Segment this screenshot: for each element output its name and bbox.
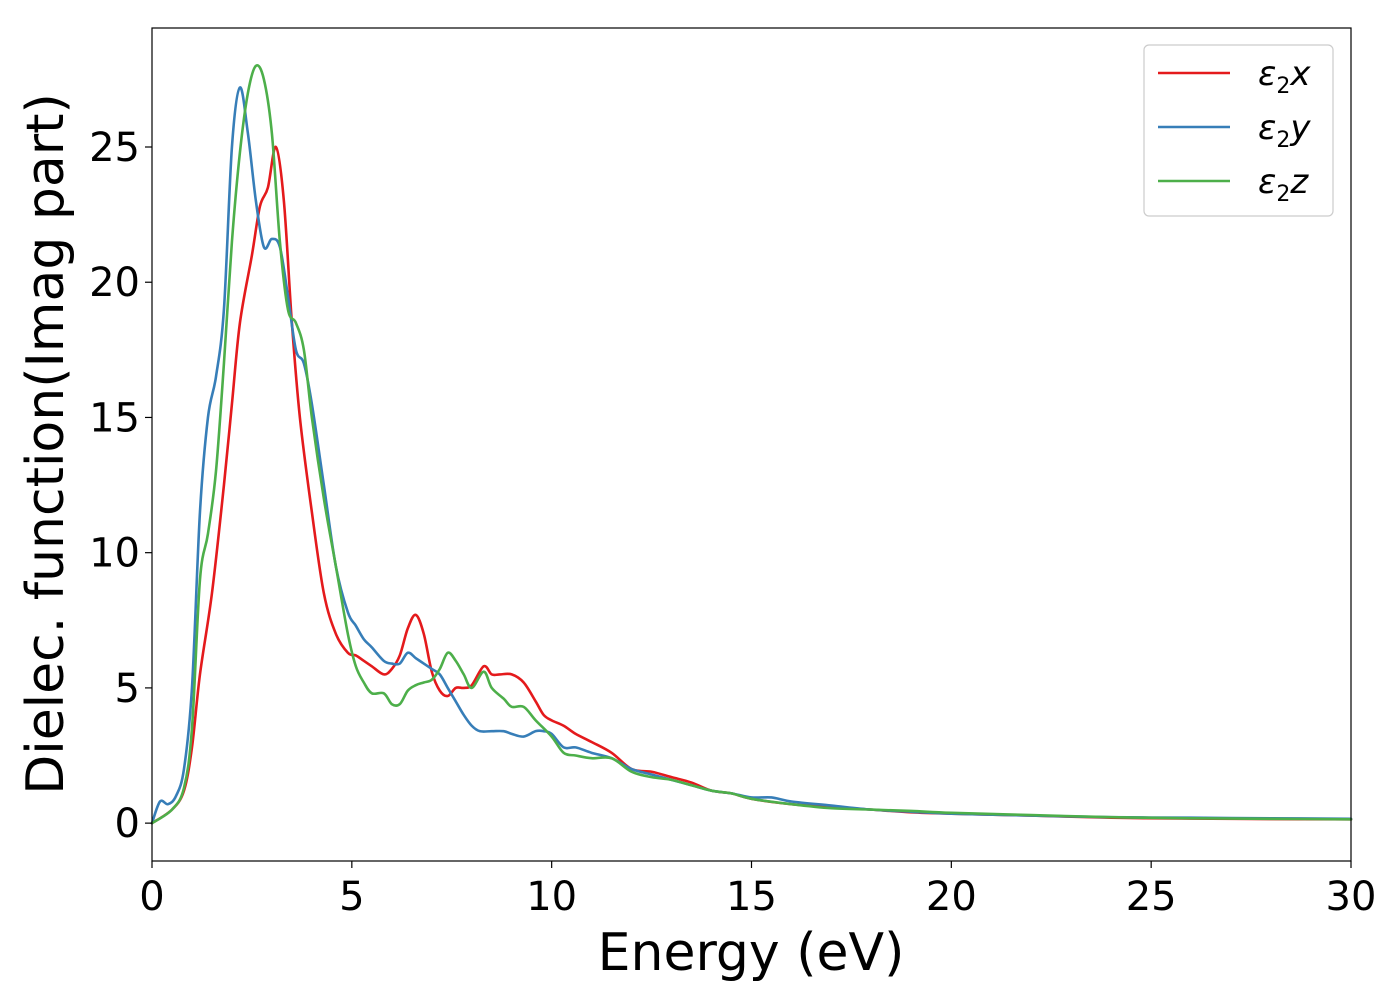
y-axis-ticks: 0 5 10 15 20 25 xyxy=(89,125,152,847)
y-tick-label: 10 xyxy=(89,531,140,577)
x-tick-label: 25 xyxy=(1126,874,1177,920)
legend-frame xyxy=(1143,44,1334,217)
y-tick-label: 20 xyxy=(89,260,140,306)
x-tick-label: 15 xyxy=(726,874,777,920)
legend: ε2x ε2y ε2z xyxy=(1143,44,1334,217)
x-axis-ticks: 0 5 10 15 20 25 30 xyxy=(139,861,1376,920)
y-tick-label: 5 xyxy=(115,666,140,712)
y-tick-label: 15 xyxy=(89,395,140,441)
y-tick-label: 0 xyxy=(115,801,140,847)
x-tick-label: 20 xyxy=(926,874,977,920)
x-axis-label: Energy (eV) xyxy=(598,923,905,983)
series-line-z xyxy=(150,64,1353,825)
x-tick-label: 0 xyxy=(139,874,164,920)
y-tick-label: 25 xyxy=(89,125,140,171)
legend-label-x: ε2x xyxy=(1258,54,1311,99)
x-tick-label: 30 xyxy=(1326,874,1377,920)
legend-entries: ε2x ε2y ε2z xyxy=(1158,54,1311,207)
legend-label-z: ε2z xyxy=(1258,162,1309,207)
x-tick-label: 10 xyxy=(526,874,577,920)
x-tick-label: 5 xyxy=(339,874,364,920)
y-axis-label: Dielec. function(Imag part) xyxy=(16,93,76,795)
series-layer xyxy=(150,64,1353,825)
legend-label-y: ε2y xyxy=(1258,108,1311,153)
